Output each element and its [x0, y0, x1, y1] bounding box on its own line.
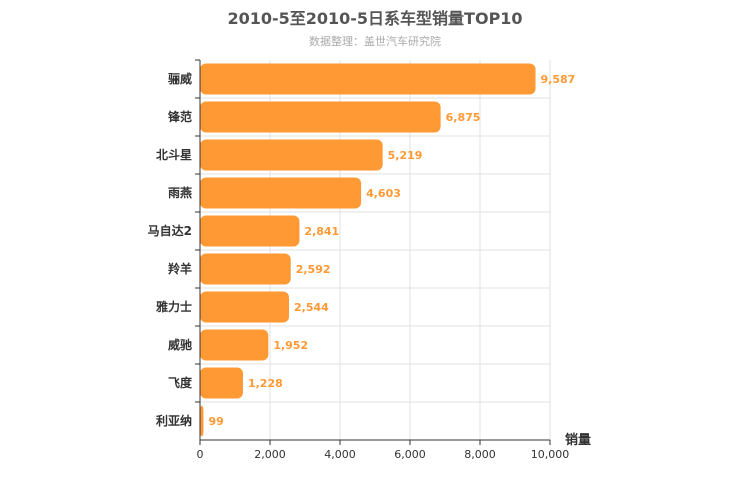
bar[interactable]	[200, 101, 441, 133]
chart-subtitle: 数据整理：盖世汽车研究院	[309, 35, 441, 48]
category-label: 雨燕	[168, 185, 192, 200]
category-label: 威驰	[168, 337, 192, 352]
category-label: 飞度	[168, 375, 193, 390]
x-tick-label: 8,000	[464, 448, 496, 461]
category-label: 雅力士	[155, 299, 192, 314]
value-label: 1,952	[273, 339, 308, 352]
axis-layer: 0 2,000 4,000 6,000 8,000 10,000	[195, 59, 570, 461]
category-label: 骊威	[168, 71, 192, 86]
label-layer: 9,587 骊威 6,875 锋范 5,219 北斗星 4,603 雨燕 2,841 马自达2 2,…	[148, 71, 576, 428]
bar[interactable]	[200, 291, 290, 323]
category-label: 羚羊	[168, 261, 192, 276]
value-label: 1,228	[248, 377, 283, 390]
bar[interactable]	[200, 139, 383, 171]
bar[interactable]	[200, 215, 300, 247]
bar[interactable]	[200, 329, 269, 361]
category-label: 北斗星	[156, 147, 192, 162]
bar-layer	[200, 63, 536, 437]
chart-title: 2010-5至2010-5日系车型销量TOP10	[227, 9, 523, 28]
category-label: 马自达2	[148, 223, 192, 238]
value-label: 4,603	[366, 187, 401, 200]
value-label: 99	[208, 415, 223, 428]
bar[interactable]	[200, 367, 243, 399]
x-axis-name: 销量	[565, 432, 591, 448]
value-label: 2,841	[304, 225, 339, 238]
x-tick-label: 10,000	[531, 448, 570, 461]
value-label: 9,587	[541, 73, 576, 86]
category-label: 利亚纳	[156, 413, 192, 428]
value-label: 2,592	[296, 263, 331, 276]
x-tick-label: 2,000	[254, 448, 286, 461]
x-tick-label: 0	[197, 448, 204, 461]
bar[interactable]	[200, 63, 536, 95]
value-label: 5,219	[388, 149, 423, 162]
x-tick-label: 4,000	[324, 448, 356, 461]
category-label: 锋范	[168, 109, 192, 124]
x-tick-label: 6,000	[394, 448, 426, 461]
value-label: 2,544	[294, 301, 329, 314]
bar[interactable]	[200, 405, 204, 437]
bar[interactable]	[200, 253, 291, 285]
value-label: 6,875	[446, 111, 481, 124]
bar[interactable]	[200, 177, 362, 209]
